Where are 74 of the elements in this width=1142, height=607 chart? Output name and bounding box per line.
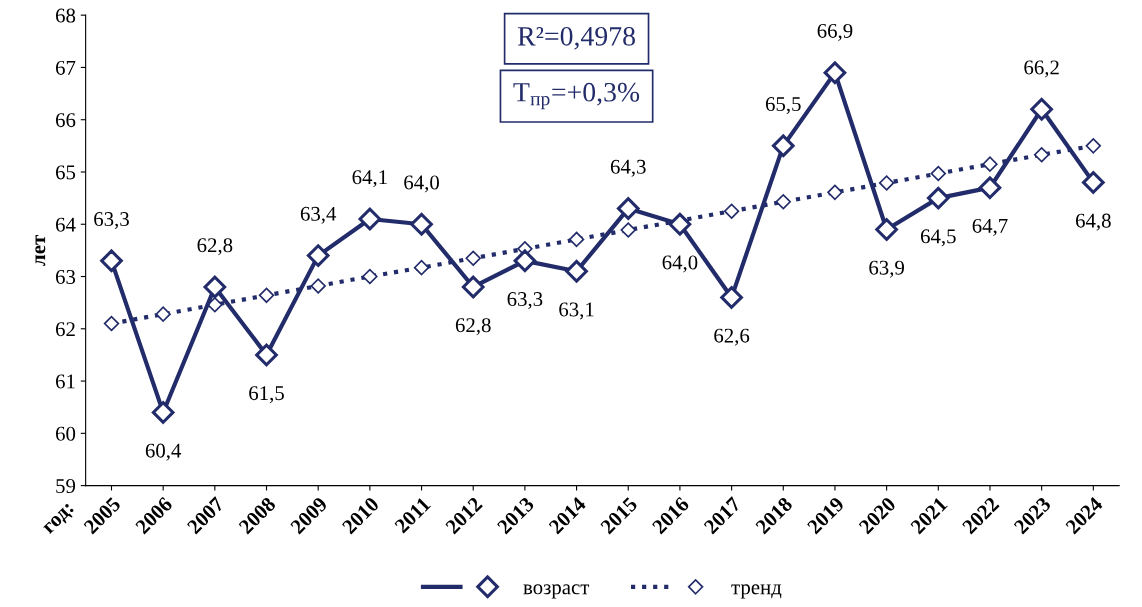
point (1085, 138, 1102, 154)
y-axis-title: лет (35, 235, 46, 266)
point (616, 197, 640, 220)
point (723, 203, 740, 219)
point (978, 176, 1002, 200)
data-label: 65,5 (765, 97, 801, 115)
y-tick-label: 65 (55, 165, 76, 180)
x-axis-title: год: (43, 503, 77, 537)
data-label: 61,5 (249, 386, 284, 404)
point (358, 207, 382, 231)
point (982, 156, 998, 172)
point (565, 259, 588, 283)
point (878, 175, 895, 191)
data-label: 64,7 (972, 218, 1008, 236)
data-label: 62,8 (197, 238, 233, 256)
legend-label: возраст (523, 584, 590, 599)
point (410, 212, 433, 236)
point (720, 286, 743, 309)
data-label: 63,3 (94, 212, 129, 230)
data-label: 64,8 (1075, 213, 1111, 231)
y-tick-label: 59 (56, 479, 76, 494)
point (258, 287, 275, 304)
data-label: 64,3 (610, 159, 646, 177)
y-tick-label: 68 (55, 8, 76, 23)
y-tick-label: 61 (55, 374, 75, 389)
point (827, 184, 843, 201)
point (255, 343, 278, 367)
y-tick-label: 66 (55, 113, 76, 128)
data-label: 64,1 (352, 170, 387, 188)
point (823, 61, 847, 85)
point (620, 222, 636, 238)
y-tick-label: 62 (55, 322, 75, 337)
data-label: 63,9 (869, 260, 904, 278)
annotation: R²=0,4978 (517, 26, 635, 50)
point (1030, 97, 1053, 121)
data-label: 63,4 (300, 206, 337, 224)
point (151, 401, 175, 424)
y-tick-label: 63 (55, 269, 76, 284)
point (362, 268, 378, 285)
data-label: 63,1 (559, 302, 594, 320)
point (461, 275, 485, 299)
point (771, 134, 795, 158)
data-label: 64,5 (920, 229, 956, 247)
point (875, 218, 898, 241)
point (1033, 147, 1050, 163)
legend-label: тренд (731, 584, 782, 599)
point (568, 231, 585, 248)
point (413, 259, 430, 276)
point (310, 278, 326, 294)
point (103, 315, 120, 332)
data-label: 62,6 (714, 328, 750, 346)
data-label: 66,2 (1024, 60, 1059, 78)
point (513, 249, 537, 273)
data-label: 62,8 (455, 318, 491, 336)
y-tick-label: 64 (55, 217, 76, 232)
annotation: T$_{пр}$=+0,3% (513, 82, 640, 110)
y-tick-label: 60 (55, 426, 76, 441)
y-tick-label: 67 (55, 60, 76, 75)
point (775, 194, 791, 210)
data-label: 66,9 (817, 23, 853, 41)
data-label: 60,4 (145, 443, 182, 461)
point (207, 297, 223, 313)
point (1081, 171, 1105, 194)
point (100, 249, 123, 273)
data-label: 63,3 (507, 292, 543, 310)
point (155, 306, 171, 322)
point (930, 165, 947, 182)
point (203, 275, 227, 299)
data-label: 64,0 (662, 255, 698, 273)
point (668, 212, 692, 236)
data-label: 64,0 (404, 175, 439, 193)
point (465, 250, 481, 266)
point (306, 244, 330, 267)
point (926, 186, 950, 210)
